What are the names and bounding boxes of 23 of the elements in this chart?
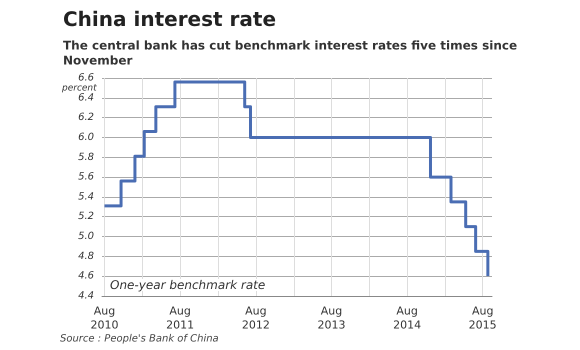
y-tick-label: 4.8	[78, 250, 94, 262]
y-tick-label: 5.8	[78, 152, 94, 163]
chart-title: China interest rate	[63, 7, 276, 31]
y-tick-label: 6.4	[78, 92, 94, 104]
x-tick-label: Aug 2013	[317, 304, 346, 332]
x-tick-label: Aug 2012	[242, 304, 270, 332]
x-tick-label: Aug 2011	[166, 304, 194, 332]
y-tick-label: 5.6	[78, 172, 94, 183]
y-axis-title: percent	[61, 84, 98, 94]
y-tick-label: 4.4	[78, 290, 94, 302]
x-tick-label: Aug 2010	[90, 304, 118, 332]
x-tick-label: Aug 2014	[393, 304, 422, 332]
y-tick-label: 5.4	[78, 191, 94, 202]
y-tick-label: 5.0	[78, 231, 94, 242]
y-tick-label: 6.2	[78, 112, 94, 124]
y-tick-label: 5.2	[78, 211, 94, 222]
x-tick-label: Aug 2015	[468, 304, 497, 332]
y-tick-label: 6.0	[78, 132, 94, 143]
y-tick-label: 6.6	[78, 72, 94, 84]
chart-subtitle: The central bank has cut benchmark interest rates five times since November	[63, 38, 522, 68]
y-tick-label: 4.6	[78, 270, 94, 282]
source-note: Source : People's Bank of China	[60, 334, 219, 344]
annotation: One-year benchmark rate	[110, 278, 266, 292]
